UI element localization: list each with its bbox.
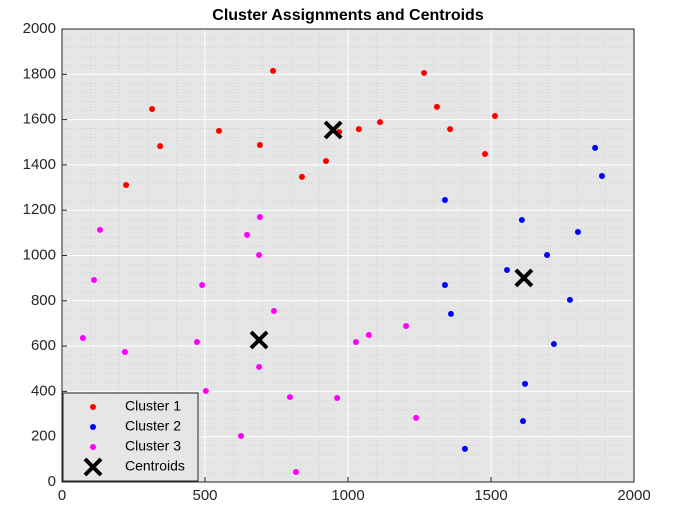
centroid-stroke: [83, 457, 103, 477]
point: [256, 252, 263, 259]
y-tick-label: 400: [31, 382, 56, 399]
x-tick-label: 1500: [474, 487, 507, 504]
legend-box: [62, 392, 199, 482]
legend-label: Cluster 1: [125, 398, 181, 414]
y-tick-label: 200: [31, 428, 56, 445]
y-tick-label: 600: [31, 337, 56, 354]
centroid-marker: [249, 330, 269, 350]
point: [504, 266, 511, 273]
legend: Cluster 1 Cluster 2 Cluster 3 Centroids: [62, 392, 199, 482]
point: [90, 424, 96, 430]
point: [598, 172, 605, 179]
point: [441, 281, 448, 288]
point: [377, 119, 384, 126]
point: [550, 341, 557, 348]
point: [433, 103, 440, 110]
point: [256, 213, 263, 220]
point: [121, 348, 128, 355]
point: [79, 334, 86, 341]
point: [256, 141, 263, 148]
point: [244, 231, 251, 238]
x-tick-label: 0: [58, 487, 66, 504]
point: [238, 433, 245, 440]
point: [270, 307, 277, 314]
point: [355, 126, 362, 133]
point: [447, 126, 454, 133]
legend-label: Cluster 3: [125, 438, 181, 454]
legend-label: Cluster 2: [125, 418, 181, 434]
point: [461, 445, 468, 452]
y-tick-label: 1200: [23, 201, 56, 218]
point: [566, 296, 573, 303]
point: [216, 127, 223, 134]
centroid-stroke: [249, 330, 269, 350]
point: [199, 281, 206, 288]
chart-title: Cluster Assignments and Centroids: [212, 7, 484, 24]
point: [447, 310, 454, 317]
x-tick-label: 500: [192, 487, 217, 504]
point: [334, 394, 341, 401]
point: [574, 228, 581, 235]
point: [481, 151, 488, 158]
y-tick-label: 2000: [23, 20, 56, 37]
point: [403, 322, 410, 329]
point: [292, 469, 299, 476]
x-tick-label: 2000: [617, 487, 650, 504]
point: [365, 332, 372, 339]
centroid-stroke: [514, 268, 534, 288]
point: [298, 173, 305, 180]
point: [97, 226, 104, 233]
point: [592, 144, 599, 151]
y-tick-label: 800: [31, 292, 56, 309]
point: [202, 387, 209, 394]
point: [286, 394, 293, 401]
point: [441, 197, 448, 204]
point: [518, 216, 525, 223]
x-tick-label: 1000: [331, 487, 364, 504]
point: [522, 380, 529, 387]
point: [256, 363, 263, 370]
centroid-marker: [514, 268, 534, 288]
point: [149, 105, 156, 112]
y-tick-label: 1800: [23, 65, 56, 82]
point: [492, 112, 499, 119]
y-tick-label: 1600: [23, 111, 56, 128]
point: [270, 67, 277, 74]
point: [322, 158, 329, 165]
point: [421, 69, 428, 76]
point: [157, 143, 164, 150]
point: [520, 418, 527, 425]
point: [123, 182, 130, 189]
point: [193, 339, 200, 346]
legend-label: Centroids: [125, 458, 185, 474]
point: [90, 404, 96, 410]
point: [91, 276, 98, 283]
point: [353, 339, 360, 346]
centroid-marker: [83, 457, 103, 477]
y-tick-label: 1000: [23, 246, 56, 263]
y-tick-label: 1400: [23, 156, 56, 173]
centroid-stroke: [323, 120, 343, 140]
centroid-marker: [323, 120, 343, 140]
point: [413, 414, 420, 421]
point: [90, 444, 96, 450]
y-tick-label: 0: [48, 473, 56, 490]
point: [544, 252, 551, 259]
